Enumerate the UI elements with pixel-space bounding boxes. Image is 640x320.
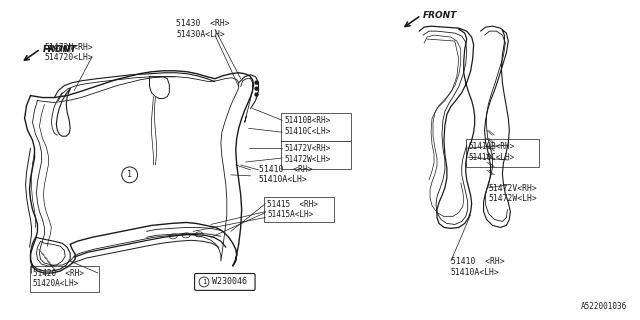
Circle shape — [255, 81, 258, 84]
Text: 51410B<RH>
51410C<LH>: 51410B<RH> 51410C<LH> — [284, 116, 331, 136]
Text: A522001036: A522001036 — [581, 302, 627, 311]
Circle shape — [255, 93, 258, 96]
Text: 51472V<RH>
51472W<LH>: 51472V<RH> 51472W<LH> — [488, 184, 537, 203]
Text: FRONT: FRONT — [42, 45, 77, 54]
Text: 51410  <RH>
51410A<LH>: 51410 <RH> 51410A<LH> — [259, 165, 312, 184]
Text: 51415  <RH>
51415A<LH>: 51415 <RH> 51415A<LH> — [268, 200, 318, 219]
Text: 51410B<RH>
51410C<LH>: 51410B<RH> 51410C<LH> — [468, 142, 515, 162]
Text: 51410  <RH>
51410A<LH>: 51410 <RH> 51410A<LH> — [451, 257, 504, 276]
FancyBboxPatch shape — [29, 266, 99, 292]
Ellipse shape — [170, 234, 177, 239]
Text: W230046: W230046 — [212, 277, 247, 286]
Text: 1: 1 — [202, 279, 206, 285]
Text: 1: 1 — [127, 170, 132, 180]
FancyBboxPatch shape — [264, 197, 334, 222]
Ellipse shape — [195, 232, 203, 237]
FancyBboxPatch shape — [282, 113, 351, 141]
Text: 51420  <RH>
51420A<LH>: 51420 <RH> 51420A<LH> — [33, 269, 83, 288]
FancyBboxPatch shape — [282, 141, 351, 169]
FancyBboxPatch shape — [195, 274, 255, 290]
FancyBboxPatch shape — [466, 139, 539, 167]
Ellipse shape — [182, 233, 190, 238]
Text: FRONT: FRONT — [423, 11, 458, 20]
Text: 51430  <RH>
51430A<LH>: 51430 <RH> 51430A<LH> — [176, 19, 230, 39]
Text: 51472V<RH>
51472W<LH>: 51472V<RH> 51472W<LH> — [284, 144, 331, 164]
Text: 51472N<RH>
514720<LH>: 51472N<RH> 514720<LH> — [44, 43, 93, 62]
Text: FRONT: FRONT — [42, 45, 73, 54]
Circle shape — [255, 87, 258, 90]
